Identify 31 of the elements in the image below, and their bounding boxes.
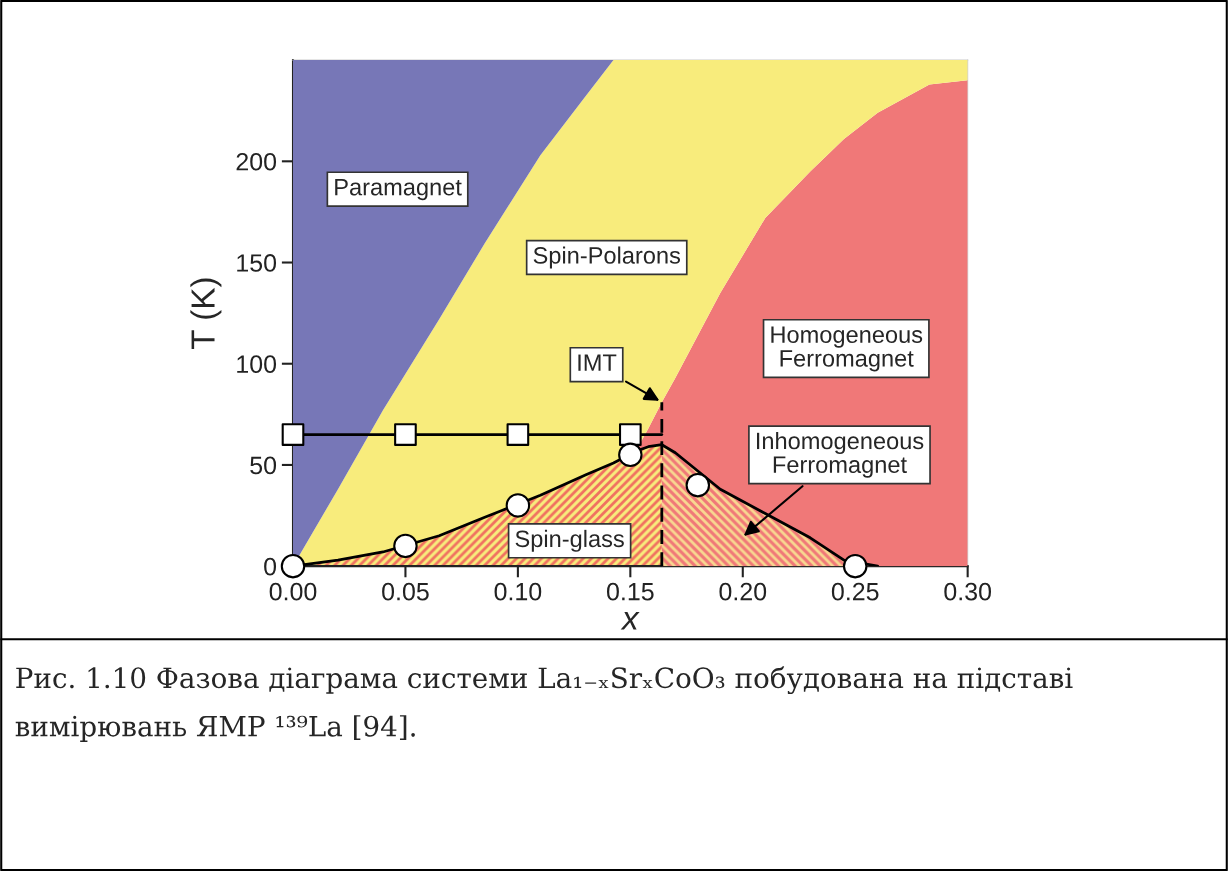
annotation: Spin-glass: [515, 529, 624, 552]
point: [393, 533, 418, 559]
point: [842, 553, 868, 579]
point: [505, 493, 531, 518]
point: [394, 423, 417, 446]
text: Рис. 1.10 Фазова діаграма системи La₁₋ₓSrₓCoO₃ побудована на підставі вимірювань ЯМР ¹³⁹La [94].: [15, 666, 1073, 743]
point: [281, 423, 305, 446]
y-tick-label: 200: [236, 152, 277, 171]
x-tick-label: 0.10: [494, 582, 542, 601]
annotation: Paramagnet: [335, 179, 462, 201]
y-tick-label: 0: [264, 557, 277, 576]
annotation: Homogeneous Ferromagnet: [771, 326, 923, 372]
x-tick-label: 0.00: [269, 582, 317, 601]
point: [280, 553, 306, 579]
x-tick-label: 0.15: [606, 582, 654, 601]
point: [506, 423, 530, 446]
annotation: IMT: [578, 354, 617, 371]
x-axis-title: x: [620, 611, 640, 630]
annotation: Inhomogeneous Ferromagnet: [756, 431, 924, 478]
x-tick-label: 0.30: [944, 582, 992, 601]
point: [685, 472, 711, 498]
y-tick-label: 100: [237, 355, 277, 374]
y-tick-label: 50: [250, 456, 277, 475]
x-tick-label: 0.25: [831, 582, 879, 601]
annotation: Spin-Polarons: [533, 246, 681, 269]
x-tick-label: 0.05: [382, 582, 429, 601]
point: [618, 442, 643, 468]
y-tick-label: 150: [237, 254, 277, 272]
y-axis-title: T (K): [190, 278, 222, 350]
x-tick-label: 0.20: [719, 582, 767, 601]
point: [618, 423, 642, 446]
